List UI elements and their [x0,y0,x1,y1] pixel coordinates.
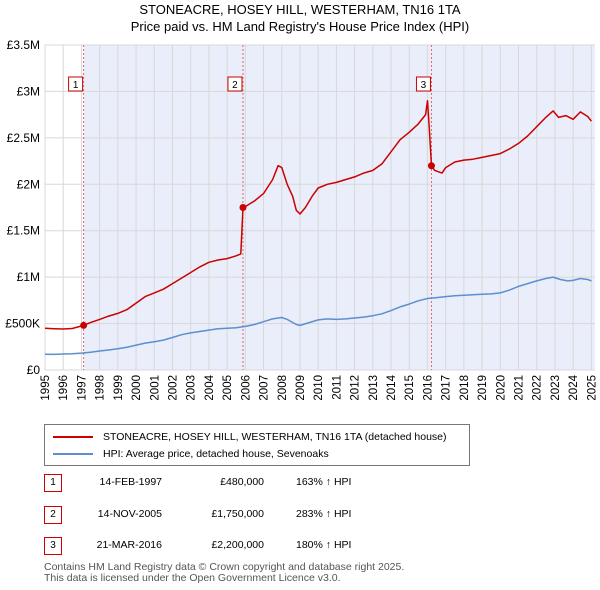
x-tick-label: 2004 [204,374,216,400]
x-tick-label: 2010 [313,375,325,401]
x-tick-label: 2007 [259,375,271,401]
x-tick-label: 2012 [350,375,362,401]
chart-subtitle: Price paid vs. HM Land Registry's House … [130,19,470,34]
x-tick-label: 1997 [76,375,88,401]
x-tick-label: 2002 [167,375,179,401]
sale-band [242,45,432,370]
x-tick-label: 2011 [331,375,343,400]
transaction-row: 3 21-MAR-2016 £2,200,000 180% ↑ HPI [44,537,464,555]
transaction-price: £1,750,000 [211,508,264,520]
x-tick-label: 2009 [295,375,307,401]
y-tick-label: £1.5M [7,224,40,238]
transaction-hpi-change: 283% ↑ HPI [296,508,352,520]
legend: STONEACRE, HOSEY HILL, WESTERHAM, TN16 1… [44,424,470,466]
chart-title: STONEACRE, HOSEY HILL, WESTERHAM, TN16 1… [139,2,461,17]
transaction-hpi-change: 180% ↑ HPI [296,539,352,551]
sale-label-box [68,76,84,92]
legend-item-hpi: HPI: Average price, detached house, Seve… [53,446,329,462]
sale-point [239,204,247,211]
x-tick-label: 2014 [386,374,398,400]
x-tick-label: 1996 [58,375,70,401]
legend-swatch-property [53,436,93,438]
transaction-row: 1 14-FEB-1997 £480,000 163% ↑ HPI [44,474,464,492]
transaction-hpi-change: 163% ↑ HPI [296,476,352,488]
x-tick-label: 2019 [477,375,489,401]
x-tick-label: 2017 [441,375,453,401]
legend-label-property: STONEACRE, HOSEY HILL, WESTERHAM, TN16 1… [103,431,447,443]
x-tick-label: 2020 [495,375,507,401]
transaction-row: 2 14-NOV-2005 £1,750,000 283% ↑ HPI [44,506,464,524]
legend-label-hpi: HPI: Average price, detached house, Seve… [103,448,329,460]
x-tick-label: 2003 [186,375,198,401]
hpi-series-line [44,276,592,356]
y-tick-label: £2.5M [7,131,40,145]
transaction-date: 14-FEB-1997 [99,476,162,488]
x-tick-label: 2023 [550,375,562,401]
sale-band [83,45,243,370]
legend-swatch-hpi [53,453,93,455]
transaction-date: 14-NOV-2005 [97,508,162,520]
x-tick-label: 2008 [277,375,289,401]
x-tick-label: 2015 [404,375,416,401]
sale-label: 2 [232,80,238,91]
y-tick-label: £3.5M [7,38,40,52]
sale-label: 3 [421,80,427,91]
x-tick-label: 2025 [586,375,598,401]
x-tick-label: 2013 [368,375,380,401]
x-tick-label: 2005 [222,375,234,401]
transaction-number-badge: 1 [44,474,62,492]
x-tick-label: 2000 [131,375,143,401]
x-tick-label: 2016 [422,375,434,401]
y-tick-label: £0 [27,363,41,377]
x-tick-label: 2024 [568,374,580,400]
transaction-price: £480,000 [220,476,264,488]
property-series-line [44,99,592,330]
sale-label: 1 [73,80,79,91]
sale-point [80,321,88,329]
footer-copyright: Contains HM Land Registry data © Crown c… [44,561,405,573]
x-tick-label: 1995 [40,375,52,401]
price-chart: 1 2 3 £0 £500K £1M £1.5M £2M £2.5M £3M £3.5M 1995 19… [5,38,598,401]
transaction-date: 21-MAR-2016 [96,539,162,551]
x-tick-label: 1999 [113,375,125,401]
transaction-number-badge: 3 [44,537,62,555]
sale-label-box [227,76,243,92]
x-tick-label: 2001 [149,375,161,401]
sale-point [427,162,435,170]
y-tick-label: £500K [5,317,40,331]
x-tick-label: 2018 [459,375,471,401]
sale-label-box [415,76,431,92]
sale-band [431,45,595,370]
legend-item-property: STONEACRE, HOSEY HILL, WESTERHAM, TN16 1… [53,429,447,445]
x-tick-label: 2022 [532,375,544,401]
x-tick-label: 2006 [240,375,252,401]
x-tick-label: 2021 [514,375,526,401]
footer-license: This data is licensed under the Open Gov… [44,572,341,584]
transaction-number-badge: 2 [44,506,62,524]
transaction-price: £2,200,000 [211,539,264,551]
y-tick-label: £3M [17,84,40,98]
x-tick-label: 1998 [95,375,107,401]
y-tick-label: £1M [17,270,40,284]
y-tick-label: £2M [17,177,40,191]
